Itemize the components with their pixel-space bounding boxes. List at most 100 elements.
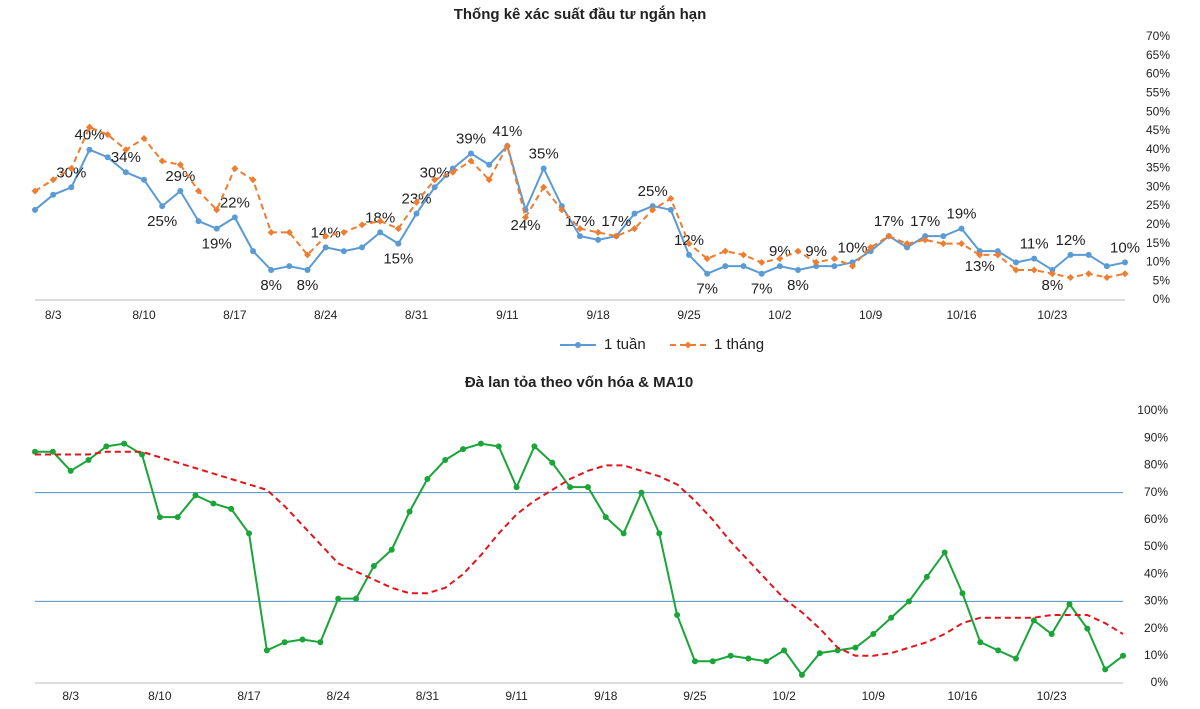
x-tick-label: 9/11 <box>505 689 528 703</box>
data-label: 17% <box>565 213 595 230</box>
data-label: 9% <box>769 243 791 260</box>
point <box>103 443 110 450</box>
point <box>263 647 270 654</box>
y-tick-label: 65% <box>1146 48 1170 62</box>
point <box>674 612 681 618</box>
series-line <box>35 450 1124 657</box>
y-tick-label: 25% <box>1146 198 1170 212</box>
point <box>941 549 948 556</box>
point <box>849 262 856 270</box>
x-tick-label: 8/3 <box>45 308 62 322</box>
point <box>468 150 474 157</box>
point <box>86 146 93 153</box>
point <box>485 176 493 184</box>
point <box>781 647 788 654</box>
point <box>377 229 384 236</box>
point <box>1067 273 1074 281</box>
point <box>531 443 538 450</box>
point <box>922 233 929 240</box>
point <box>406 508 413 515</box>
point <box>228 505 235 512</box>
point <box>958 240 965 248</box>
point <box>1120 652 1126 659</box>
x-tick-label: 8/3 <box>62 689 79 703</box>
point <box>638 489 645 496</box>
data-label: 11% <box>1020 236 1049 253</box>
y-tick-label: 50% <box>1144 539 1168 553</box>
y-tick-label: 50% <box>1146 104 1170 118</box>
point <box>231 165 239 172</box>
point <box>32 448 38 455</box>
legend-marker <box>684 341 692 349</box>
point <box>49 448 56 455</box>
point <box>340 248 347 255</box>
point <box>1121 270 1129 278</box>
point <box>577 233 583 240</box>
point <box>376 217 384 225</box>
point <box>141 176 147 183</box>
y-tick-label: 20% <box>1144 621 1168 635</box>
x-tick-label: 9/18 <box>586 308 610 322</box>
data-label: 39% <box>456 130 486 147</box>
y-tick-label: 30% <box>1146 179 1170 193</box>
x-tick-label: 8/31 <box>416 689 440 703</box>
point <box>870 631 877 638</box>
data-label: 13% <box>965 258 995 275</box>
point <box>1030 266 1038 274</box>
point <box>576 225 584 233</box>
y-tick-label: 40% <box>1144 566 1168 580</box>
point <box>304 251 311 259</box>
point <box>210 500 217 507</box>
point <box>513 484 520 491</box>
point <box>584 484 591 491</box>
point <box>1012 266 1020 274</box>
point <box>798 671 805 678</box>
y-tick-label: 10% <box>1146 255 1170 269</box>
point <box>667 206 674 213</box>
point <box>359 244 365 251</box>
point <box>268 266 275 273</box>
point <box>649 206 657 214</box>
point <box>813 263 820 270</box>
y-tick-label: 15% <box>1146 236 1170 250</box>
point <box>31 187 39 195</box>
point <box>631 225 638 233</box>
point <box>703 255 711 263</box>
point <box>727 652 734 659</box>
data-label: 10% <box>1110 239 1140 256</box>
y-tick-label: 70% <box>1144 485 1168 499</box>
point <box>776 263 783 270</box>
point <box>195 218 202 225</box>
point <box>939 240 947 248</box>
x-tick-label: 8/31 <box>405 308 429 322</box>
point <box>121 440 128 447</box>
y-tick-label: 0% <box>1151 675 1169 689</box>
point <box>495 443 502 450</box>
point <box>281 639 288 646</box>
point <box>758 258 766 266</box>
point <box>467 157 475 165</box>
y-tick-label: 100% <box>1137 403 1168 417</box>
point <box>995 647 1002 654</box>
point <box>86 123 93 131</box>
point <box>49 176 57 184</box>
legend-label: 1 tuần <box>604 336 646 353</box>
point <box>958 225 965 232</box>
x-tick-label: 10/2 <box>772 689 796 703</box>
point <box>994 248 1001 255</box>
x-tick-label: 9/25 <box>677 308 701 322</box>
point <box>156 514 163 521</box>
point <box>816 650 823 657</box>
y-tick-label: 60% <box>1144 512 1168 526</box>
point <box>192 492 199 499</box>
point <box>763 658 770 665</box>
point <box>122 169 129 176</box>
data-label: 34% <box>111 149 141 166</box>
point <box>903 240 911 248</box>
x-tick-label: 10/23 <box>1037 308 1067 322</box>
point <box>888 614 895 621</box>
point <box>1103 273 1111 281</box>
point <box>558 206 566 214</box>
point <box>104 154 111 161</box>
